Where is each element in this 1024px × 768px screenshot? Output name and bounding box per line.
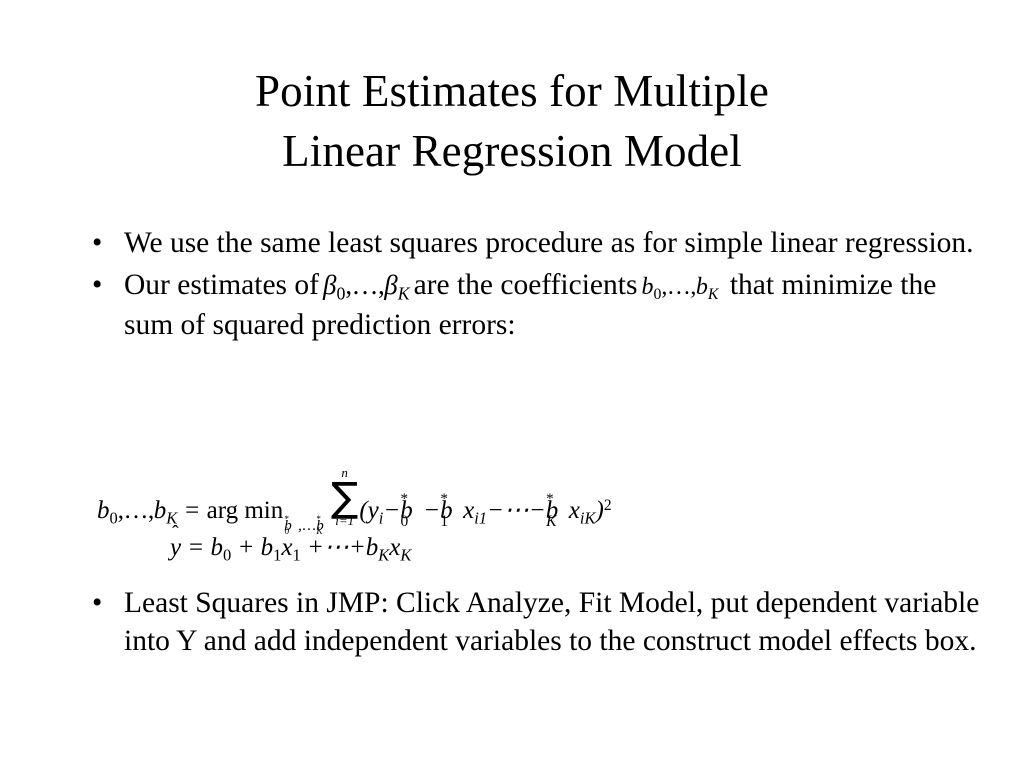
eq1-minus-4: − (528, 496, 546, 524)
slide-title: Point Estimates for Multiple Linear Regr… (80, 62, 944, 182)
bullet-marker-icon: • (92, 587, 103, 619)
eq1-cdots: ⋯ (503, 496, 529, 524)
eq1-minus-3: − (487, 496, 504, 524)
eq1-term-xiK: xiK (568, 496, 596, 528)
eq1-term-y: yi (367, 496, 384, 528)
bullet-text-least-squares-procedure: We use the same least squares procedure … (124, 227, 974, 259)
eq1-term-b1-star: b * 1 (440, 490, 453, 531)
eq1-exponent: 2 (603, 496, 612, 514)
hat-accent-icon: ˆ (172, 523, 179, 545)
bullet-marker-icon: • (92, 269, 103, 302)
bullet-item-least-squares-procedure: • We use the same least squares procedur… (88, 224, 988, 262)
eq1-term-bK-star: b * K (545, 490, 559, 531)
eq1-close-paren: ) (595, 496, 604, 524)
eq2-plus-3: + (348, 534, 366, 561)
eq2-plus-1: + (237, 534, 255, 561)
eq1-sum-upper-limit: n (341, 465, 348, 480)
inline-math-beta-coefficients: β0,…,βK (322, 270, 410, 304)
eq2-plus-2: + (306, 534, 324, 561)
bullet-item-least-squares-jmp: • Least Squares in JMP: Click Analyze, F… (88, 584, 988, 660)
sigma-icon: ∑ (331, 472, 359, 521)
eq1-lhs: b0,…,bK (97, 496, 178, 528)
eq2-term-b0: b0 (210, 534, 232, 565)
eq2-cdots: ⋯ (323, 534, 349, 561)
slide-title-line-1: Point Estimates for Multiple (254, 66, 769, 116)
slide-title-line-2: Linear Regression Model (282, 125, 742, 176)
eq2-equals-sign: = (187, 534, 205, 561)
eq1-minus-1: − (383, 496, 401, 524)
bullet-text-our-estimates: Our estimates of β0,…,βK are the coefficie… (124, 266, 988, 344)
eq1-minus-2: − (423, 496, 441, 524)
eq1-summation-operator: n ∑ i=1 (331, 466, 358, 528)
inline-math-b-coefficients: b0,…,bK (641, 274, 719, 304)
bullet-text-segment-before-math: Our estimates of (124, 269, 319, 302)
bullet-text-segment-after: that minimize the sum of squared predict… (124, 269, 937, 341)
bullet-text-segment-middle: are the coefficients (413, 269, 638, 302)
eq1-term-xi1: xi1 (463, 496, 488, 528)
bullet-text-least-squares-jmp: Least Squares in JMP: Click Analyze, Fit… (124, 587, 980, 658)
eq1-equals-sign: = (183, 496, 201, 524)
eq2-term-bKxK: bKxK (365, 534, 412, 565)
eq2-term-b1x1: b1x1 (260, 534, 301, 565)
eq1-argmin-operator: arg min (206, 496, 284, 524)
eq1-term-b0-star: b * 0 (400, 490, 413, 531)
bullet-marker-icon: • (92, 227, 103, 259)
slide-body-lower: • Least Squares in JMP: Click Analyze, F… (88, 578, 988, 662)
slide-body: • We use the same least squares procedur… (88, 224, 988, 344)
bullet-item-our-estimates: • Our estimates of β0,…,βK are the coeffic… (88, 266, 988, 344)
eq1-argmin-subscript: b * 0 ,…b * K (284, 513, 324, 538)
eq1-sum-lower-limit: i=1 (335, 513, 355, 529)
eq1-open-paren: ( (359, 496, 368, 524)
